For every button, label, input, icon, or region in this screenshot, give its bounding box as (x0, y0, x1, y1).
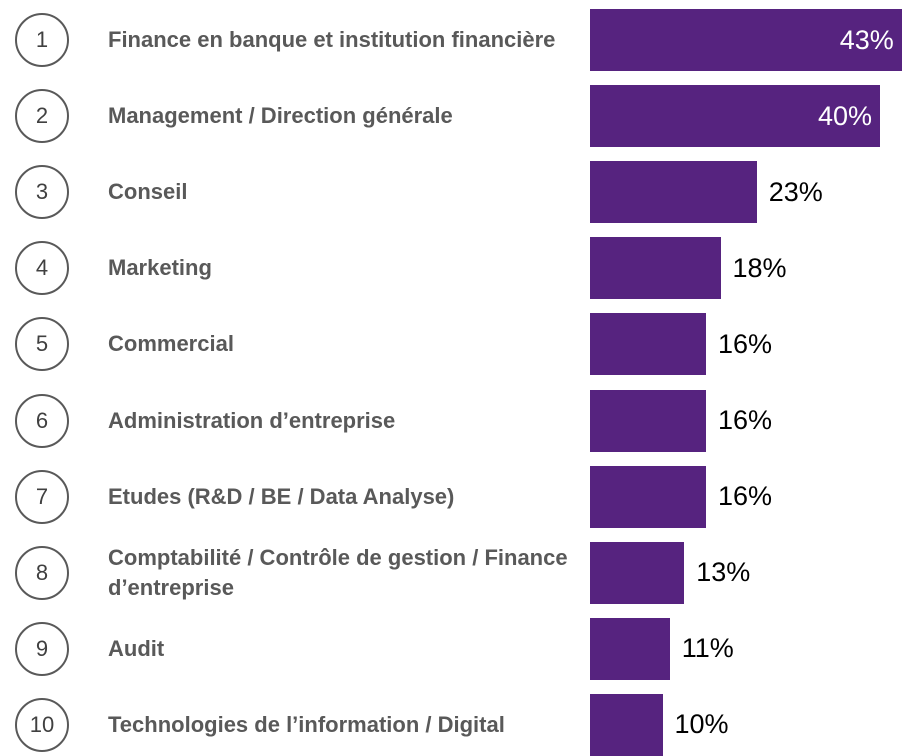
category-label: Audit (108, 635, 165, 661)
value-label: 10% (674, 709, 729, 740)
rank-circle: 9 (15, 621, 69, 676)
rank-circle: 1 (15, 13, 69, 67)
rank-circle: 7 (15, 469, 69, 524)
value-label: 16% (718, 481, 773, 512)
bar (590, 389, 706, 452)
value-label: 23% (768, 176, 823, 207)
category-label: Technologies de l’information / Digital (108, 711, 505, 737)
value-label: 16% (718, 405, 773, 435)
value-label: 43% (839, 24, 894, 55)
bar (590, 237, 721, 300)
category-label: Conseil (108, 179, 188, 205)
bar (590, 693, 663, 756)
value-label: 11% (681, 633, 734, 664)
category-label: Comptabilité / Contrôle de gestion / Fin… (108, 544, 568, 600)
bar (590, 541, 685, 604)
category-label: Etudes (R&D / BE / Data Analyse) (108, 483, 455, 509)
bar (590, 465, 706, 528)
rank-circle: 3 (15, 165, 69, 220)
rank-circle: 2 (15, 89, 69, 144)
rank-circle: 4 (15, 241, 69, 296)
rank-circle: 10 (15, 697, 69, 752)
bar (590, 85, 880, 148)
category-label: Commercial (108, 331, 234, 357)
category-label: Administration d’entreprise (108, 407, 396, 433)
value-label: 40% (817, 100, 872, 131)
category-label: Finance en banque et institution financi… (108, 27, 556, 52)
bar (590, 161, 757, 224)
rank-circle: 5 (15, 317, 69, 372)
category-label: Marketing (108, 255, 212, 281)
bar (590, 313, 706, 376)
rank-circle: 8 (15, 545, 69, 600)
value-label: 13% (696, 557, 751, 588)
rank-circle: 6 (15, 393, 69, 448)
bar (590, 9, 902, 71)
bar (590, 617, 670, 680)
value-label: 18% (732, 252, 787, 283)
category-label: Management / Direction générale (108, 103, 453, 129)
value-label: 16% (718, 328, 773, 359)
